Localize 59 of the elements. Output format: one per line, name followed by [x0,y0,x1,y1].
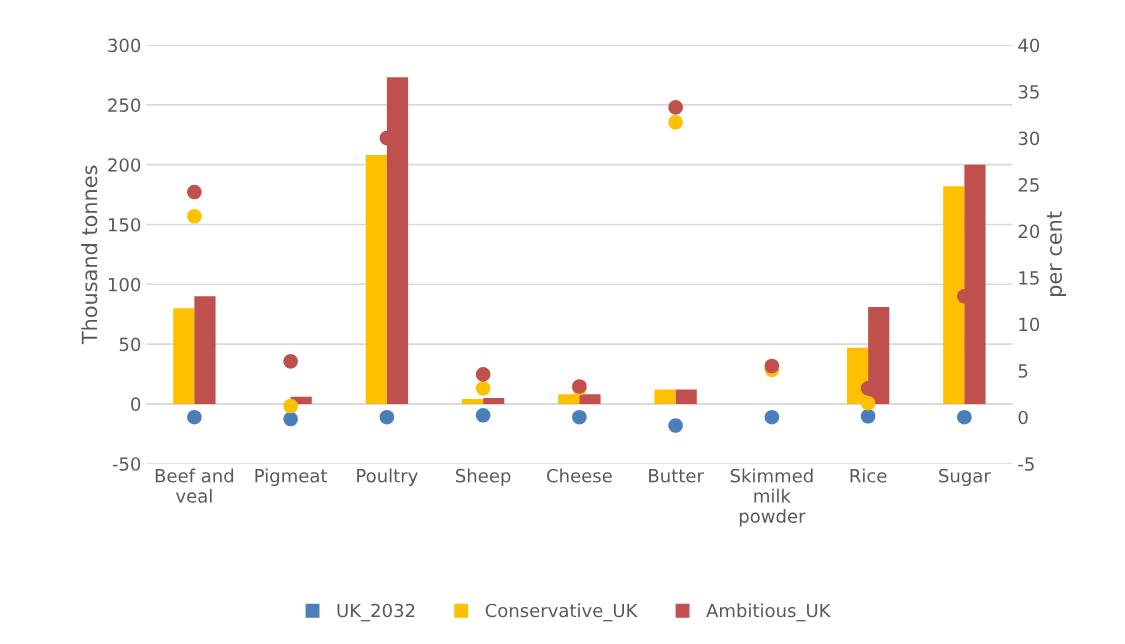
point [668,418,683,433]
point [187,409,202,425]
point [860,395,876,411]
y2-tick-label: 15 [1019,271,1039,285]
bar [483,397,505,404]
bar [365,155,387,404]
point [475,408,491,423]
y2-tick-label: 40 [1018,38,1040,53]
y2-tick-label: 30 [1018,131,1040,146]
x-tick-label: Rice [850,468,887,483]
x-tick-label: Pigmeat [255,468,328,487]
y-tick-label: 100 [108,277,141,292]
y2-tick-label: 35 [1018,85,1039,99]
y2-axis-title: per cent [1047,211,1067,296]
x-tick-label: Beef and veal [155,468,234,503]
y2-tick-label: 0 [1018,410,1028,425]
point [668,100,683,115]
x-tick-label: Poultry [357,468,418,487]
legend-label: UK_2032 [337,603,415,622]
y2-tick-label: 10 [1019,317,1040,332]
bar [173,308,195,404]
y-tick-label: -50 [112,457,141,471]
y-tick-label: 150 [108,217,141,232]
y2-tick-label: 20 [1018,224,1040,239]
point [283,411,298,427]
y2-tick-label: 5 [1018,364,1028,378]
point [475,381,491,396]
y-tick-label: 200 [108,158,141,172]
x-tick-label: Skimmed milk powder [730,468,813,527]
x-tick-label: Sheep [456,468,511,487]
point [957,409,972,425]
point [283,354,298,369]
y-tick-label: 250 [108,98,141,112]
x-tick-label: Butter [649,469,704,483]
point [283,398,298,414]
point [668,115,683,130]
point [764,409,780,425]
point [764,358,780,374]
y-tick-label: 300 [108,38,141,53]
y-tick-label: 0 [131,397,141,411]
y2-tick-label: 25 [1018,178,1039,192]
legend-label: Conservative_UK [485,603,638,622]
bar [943,186,965,404]
bar [675,389,697,404]
x-tick-label: Cheese [546,468,612,483]
point [860,408,876,424]
legend-label: Ambitious_UK [706,603,831,622]
point [572,409,587,425]
y-axis-title: Thousand tonnes [81,165,98,345]
y-tick-label: 50 [119,337,141,352]
point [379,409,395,425]
point [475,367,491,382]
bar [461,399,484,404]
y2-tick-label: -5 [1018,457,1034,471]
x-tick-label: Sugar [939,468,991,487]
point [187,208,202,224]
point [187,184,202,200]
bar [654,389,676,404]
bar [194,296,216,404]
